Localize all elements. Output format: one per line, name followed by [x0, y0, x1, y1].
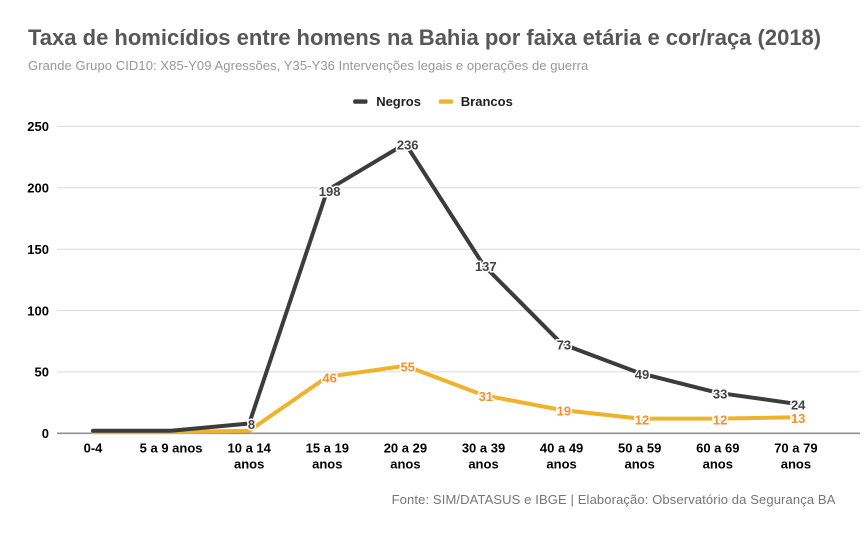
- svg-text:12: 12: [713, 412, 727, 427]
- svg-text:55: 55: [400, 360, 414, 375]
- svg-text:Grande Grupo CID10: X85-Y09 Ag: Grande Grupo CID10: X85-Y09 Agressões, Y…: [28, 58, 589, 73]
- svg-text:Taxa de homicídios entre homen: Taxa de homicídios entre homens na Bahia…: [28, 25, 821, 50]
- svg-text:40 a 49: 40 a 49: [540, 441, 583, 456]
- svg-text:Negros: Negros: [376, 94, 421, 109]
- svg-text:10 a 14: 10 a 14: [228, 441, 272, 456]
- svg-text:31: 31: [479, 389, 493, 404]
- svg-text:Fonte: SIM/DATASUS e IBGE | El: Fonte: SIM/DATASUS e IBGE | Elaboração: …: [392, 492, 836, 507]
- svg-text:0: 0: [42, 426, 49, 441]
- svg-text:30 a 39: 30 a 39: [462, 441, 505, 456]
- svg-text:50: 50: [35, 365, 49, 380]
- svg-text:137: 137: [475, 259, 497, 274]
- svg-text:anos: anos: [703, 457, 733, 472]
- svg-text:19: 19: [557, 404, 571, 419]
- svg-text:49: 49: [635, 367, 649, 382]
- svg-text:198: 198: [319, 184, 341, 199]
- svg-text:73: 73: [557, 337, 571, 352]
- svg-text:50 a 59: 50 a 59: [618, 441, 661, 456]
- svg-text:5 a 9 anos: 5 a 9 anos: [140, 441, 203, 456]
- svg-text:24: 24: [791, 398, 806, 413]
- svg-text:100: 100: [27, 303, 49, 318]
- svg-text:anos: anos: [468, 457, 498, 472]
- svg-text:13: 13: [791, 411, 805, 426]
- svg-text:200: 200: [27, 181, 49, 196]
- svg-text:250: 250: [27, 119, 49, 134]
- svg-text:60 a 69: 60 a 69: [696, 441, 739, 456]
- svg-text:150: 150: [27, 242, 49, 257]
- svg-text:anos: anos: [625, 457, 655, 472]
- svg-text:anos: anos: [234, 457, 264, 472]
- svg-text:12: 12: [635, 412, 649, 427]
- svg-text:236: 236: [397, 137, 419, 152]
- svg-text:anos: anos: [546, 457, 576, 472]
- svg-text:Brancos: Brancos: [461, 94, 513, 109]
- svg-text:15 a 19: 15 a 19: [306, 441, 349, 456]
- svg-text:0-4: 0-4: [84, 441, 104, 456]
- svg-text:46: 46: [322, 371, 336, 386]
- svg-text:anos: anos: [312, 457, 342, 472]
- svg-text:70 a 79: 70 a 79: [774, 441, 817, 456]
- svg-text:20 a 29: 20 a 29: [384, 441, 427, 456]
- svg-text:anos: anos: [781, 457, 811, 472]
- svg-text:anos: anos: [390, 457, 420, 472]
- svg-text:33: 33: [713, 387, 727, 402]
- svg-text:8: 8: [248, 417, 255, 432]
